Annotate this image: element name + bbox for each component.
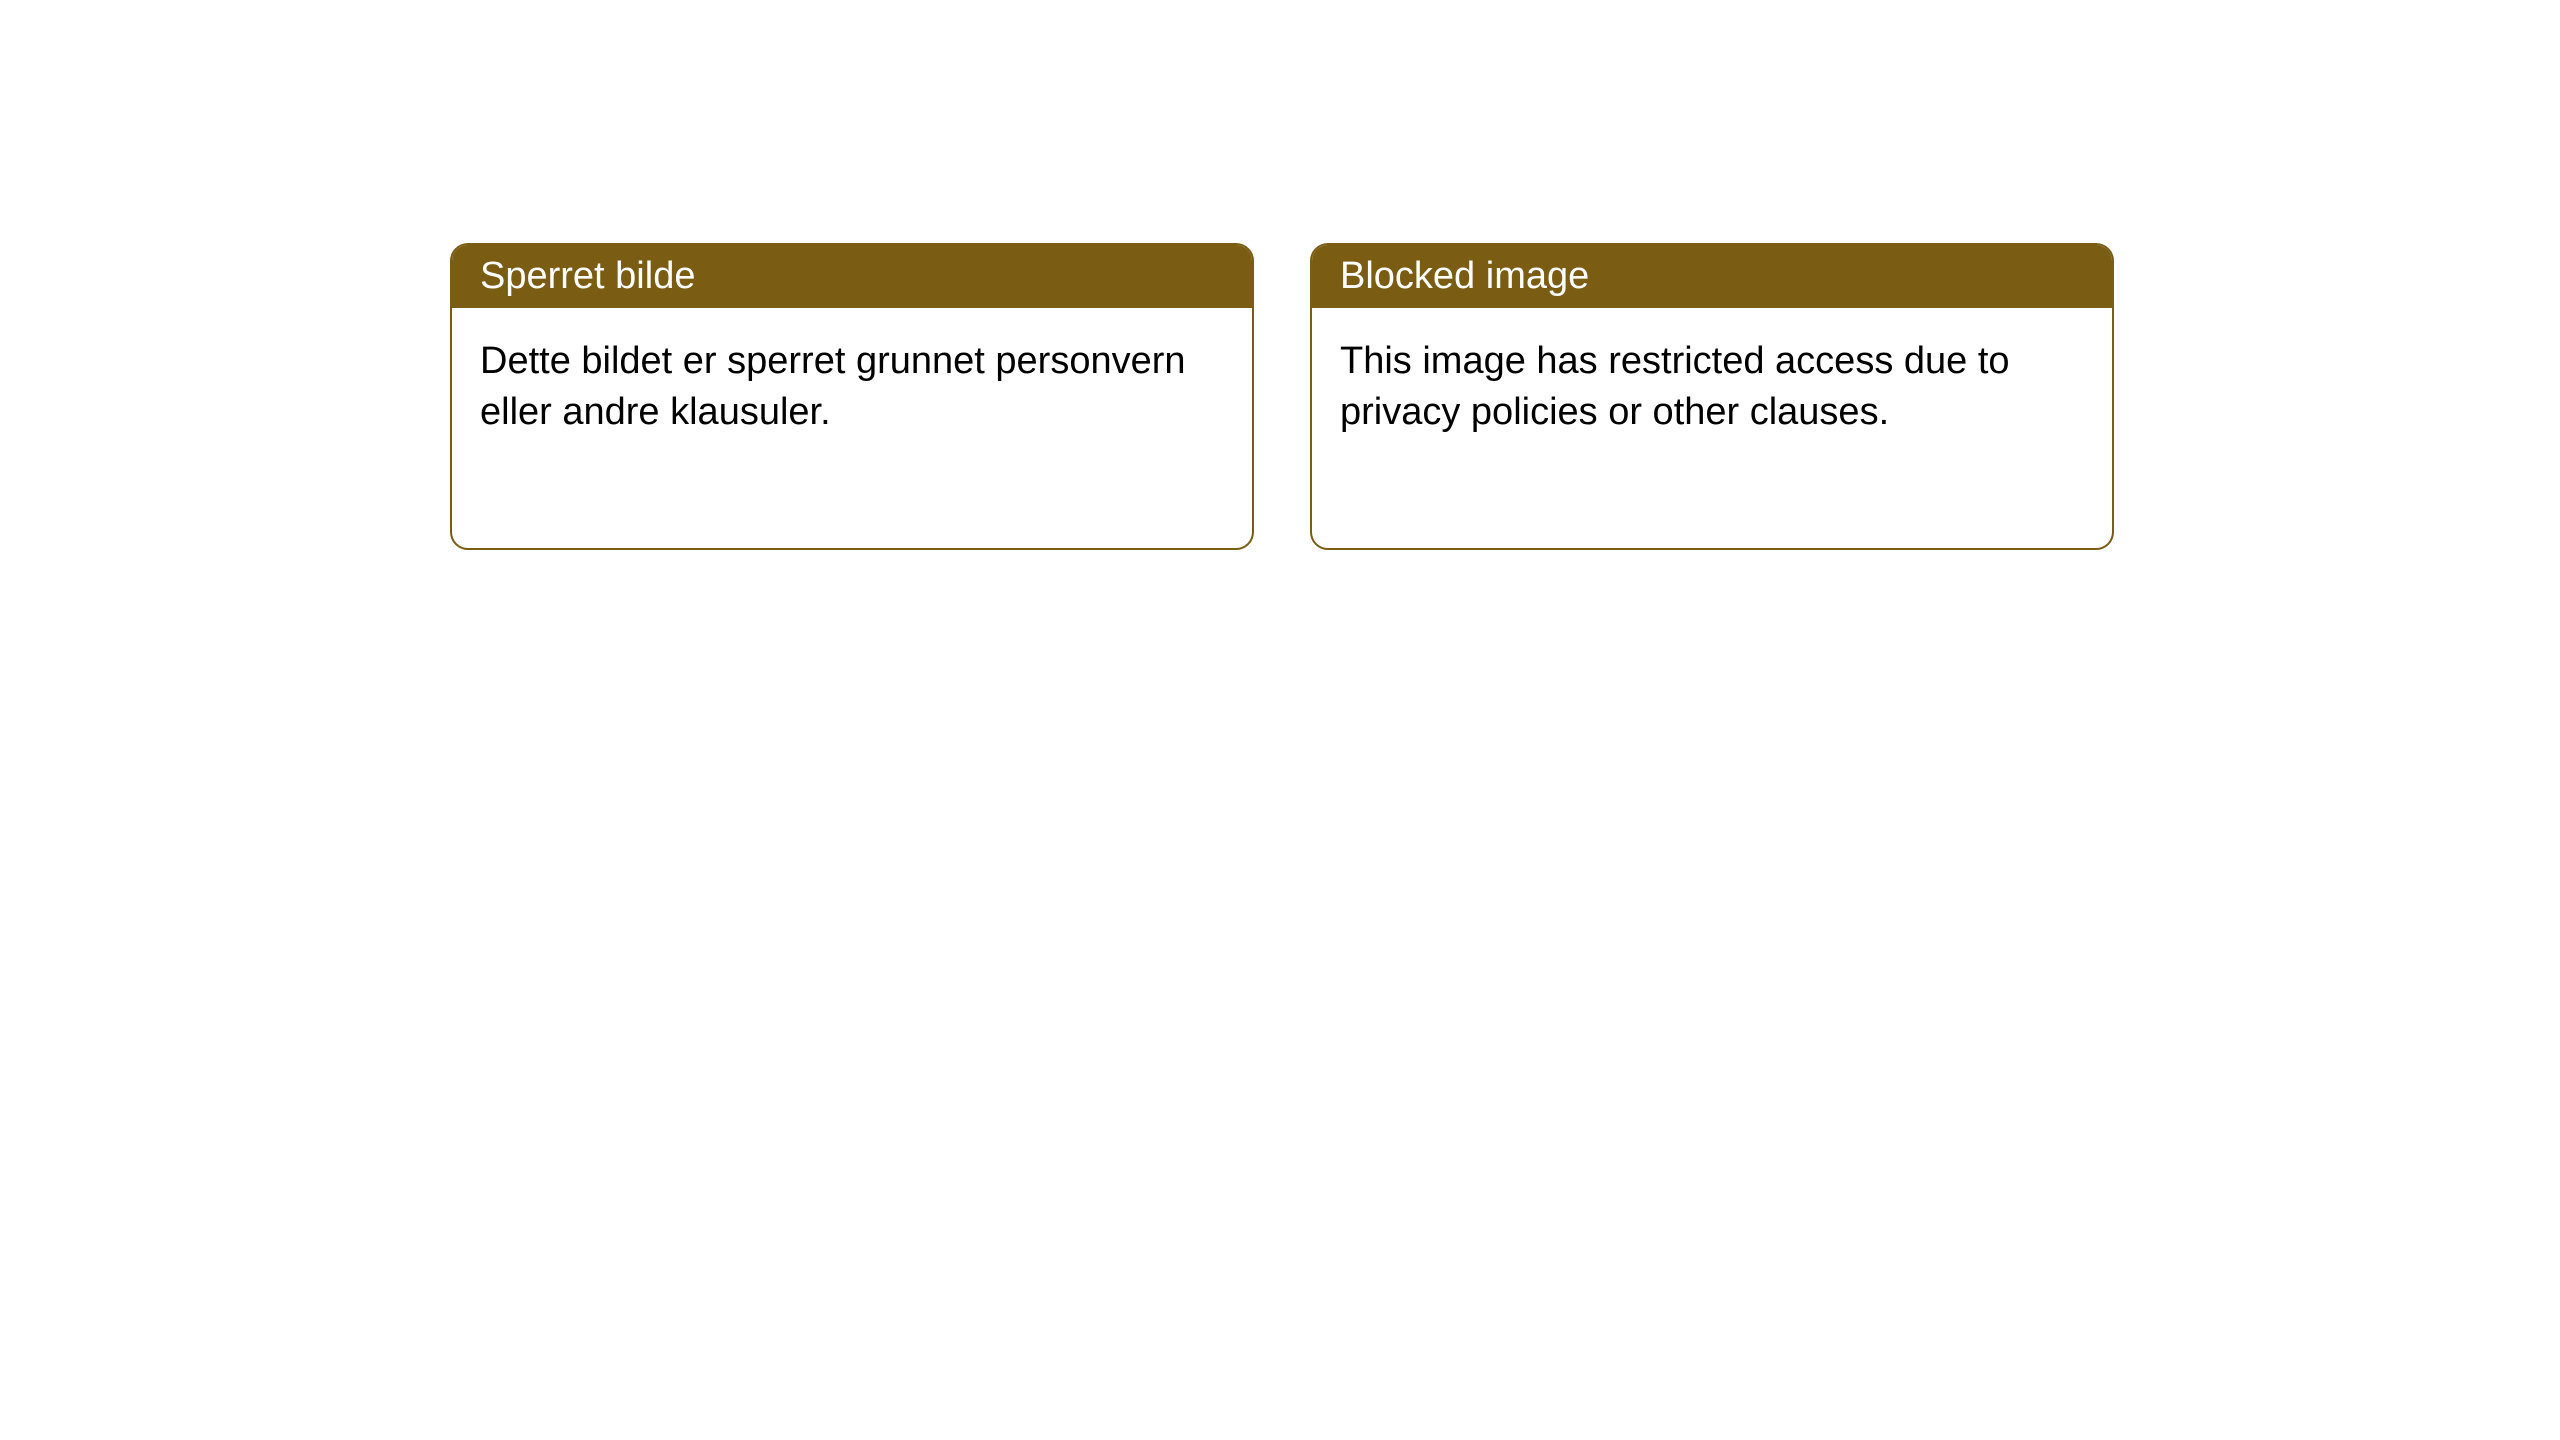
card-body-text: This image has restricted access due to … bbox=[1340, 340, 2010, 433]
card-body-text: Dette bildet er sperret grunnet personve… bbox=[480, 340, 1186, 433]
notice-card-norwegian: Sperret bilde Dette bildet er sperret gr… bbox=[450, 243, 1254, 550]
card-body: Dette bildet er sperret grunnet personve… bbox=[452, 308, 1252, 548]
notice-container: Sperret bilde Dette bildet er sperret gr… bbox=[0, 0, 2560, 550]
card-header: Blocked image bbox=[1312, 245, 2112, 308]
card-title: Blocked image bbox=[1340, 255, 1589, 297]
card-title: Sperret bilde bbox=[480, 255, 695, 297]
notice-card-english: Blocked image This image has restricted … bbox=[1310, 243, 2114, 550]
card-body: This image has restricted access due to … bbox=[1312, 308, 2112, 548]
card-header: Sperret bilde bbox=[452, 245, 1252, 308]
